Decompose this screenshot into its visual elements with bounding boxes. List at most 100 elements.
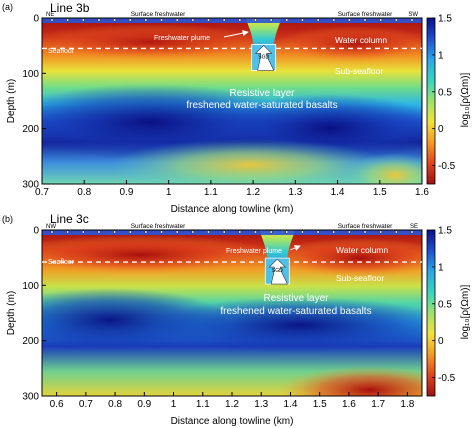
surface-station-marker bbox=[410, 230, 414, 234]
heatmap-a-corner-conductive bbox=[345, 153, 422, 184]
panel-b-seafloor-label: Seafloor bbox=[48, 259, 75, 266]
panel-a-sub-seafloor-label: Sub-seafloor bbox=[335, 66, 383, 76]
y-tick-label: 200 bbox=[22, 124, 39, 135]
surface-station-marker bbox=[254, 18, 257, 22]
colorbar-tick-label: 0.5 bbox=[438, 87, 452, 98]
surface-station-marker bbox=[316, 230, 320, 234]
x-tick-label: 1.2 bbox=[246, 187, 260, 198]
surface-station-marker bbox=[347, 18, 351, 22]
panel-a-y-label: Depth (m) bbox=[6, 79, 17, 123]
surface-station-marker bbox=[222, 18, 226, 22]
x-tick-label: 1.4 bbox=[284, 399, 298, 410]
panel-a-x-axis: 0.7 0.8 0.9 1 1.1 1.2 1.3 1.4 1.5 1.6 bbox=[35, 180, 429, 198]
x-tick-label: 1.2 bbox=[225, 399, 239, 410]
surface-station-marker bbox=[332, 18, 336, 22]
panel-a-plume-pointer bbox=[223, 30, 249, 38]
surface-station-marker bbox=[285, 18, 289, 22]
surface-station-marker bbox=[81, 18, 85, 22]
panel-b-x-axis: 0.6 0.7 0.8 0.9 1 1.1 1.2 1.3 1.4 1.5 1.6 1.7 1.8 bbox=[50, 392, 415, 410]
x-tick-label: 0.8 bbox=[108, 399, 122, 410]
panel-a-left-end: NE bbox=[46, 12, 54, 18]
panel-b-title: Line 3c bbox=[50, 212, 89, 226]
surface-station-marker bbox=[394, 230, 398, 234]
surface-station-marker bbox=[66, 230, 70, 234]
colorbar-b: 1.5 1 0.5 0 -0.5 bbox=[426, 226, 456, 397]
surface-station-marker bbox=[238, 230, 242, 234]
surface-station-marker bbox=[410, 18, 414, 22]
panel-b-y-label: Depth (m) bbox=[6, 291, 17, 335]
surface-freshwater-band-b bbox=[42, 230, 422, 235]
panel-a-surface-right: Surface freshwater bbox=[338, 11, 393, 18]
panel-a-y-axis: 0 100 200 300 bbox=[22, 14, 46, 191]
surface-station-marker bbox=[269, 230, 273, 234]
surface-station-marker bbox=[128, 18, 132, 22]
colorbar-tick-label: 1 bbox=[438, 262, 444, 273]
panel-a-heatmap bbox=[42, 18, 422, 184]
heatmap-a-deep-conductive bbox=[110, 139, 390, 184]
panel-a-frame bbox=[41, 17, 423, 185]
surface-station-marker bbox=[301, 230, 304, 234]
y-tick-label: 200 bbox=[22, 336, 39, 347]
x-tick-label: 0.7 bbox=[35, 187, 49, 198]
surface-station-marker bbox=[50, 230, 54, 234]
panel-a-resistive-label-1: Resistive layer bbox=[229, 88, 295, 99]
colorbar-b-label: log₁₀[ρ(Ωm)] bbox=[460, 284, 471, 339]
panel-b: (b) Line 3c 0.6 0.7 0.8 0.9 1 1.1 1.2 1.3 1.4 1.5… bbox=[2, 212, 423, 427]
panel-a-seafloor-label: Seafloor bbox=[48, 48, 75, 55]
heatmap-b-deep-resistive-mid bbox=[150, 297, 422, 353]
surface-station-marker bbox=[144, 230, 148, 234]
colorbar-tick-label: 1 bbox=[438, 50, 444, 61]
surface-station-marker bbox=[191, 230, 195, 234]
surface-station-marker bbox=[379, 230, 383, 234]
x-tick-label: 1.8 bbox=[400, 399, 414, 410]
surface-station-marker bbox=[175, 230, 179, 234]
heatmap-b-shallow-west bbox=[42, 235, 280, 275]
surface-station-marker bbox=[332, 230, 336, 234]
y-tick-label: 300 bbox=[22, 180, 39, 191]
colorbar-tick-label: 0 bbox=[438, 336, 444, 347]
x-tick-label: 0.9 bbox=[119, 187, 133, 198]
x-tick-label: 1 bbox=[166, 187, 172, 198]
x-tick-label: 1.4 bbox=[331, 187, 345, 198]
surface-freshwater-band-a bbox=[42, 18, 422, 23]
surface-station-marker bbox=[301, 18, 304, 22]
colorbar-ramp bbox=[426, 229, 436, 397]
sgd-arrow-label-b: SGD bbox=[272, 268, 283, 274]
surface-station-marker bbox=[285, 230, 289, 234]
panel-b-sub-seafloor-label: Sub-seafloor bbox=[336, 273, 384, 283]
surface-station-marker bbox=[113, 230, 117, 234]
heatmap-b-shallow-east bbox=[270, 238, 422, 278]
x-tick-label: 1 bbox=[171, 399, 177, 410]
surface-station-marker bbox=[97, 18, 101, 22]
colorbar-tick-label: 1.5 bbox=[438, 14, 452, 25]
surface-station-marker bbox=[97, 230, 101, 234]
x-tick-label: 1.3 bbox=[254, 399, 268, 410]
surface-station-marker bbox=[254, 230, 257, 234]
panel-a-water-column-label: Water column bbox=[335, 35, 387, 45]
colorbar-a-label: log₁₀[ρ(Ωm)] bbox=[460, 72, 471, 127]
y-tick-label: 100 bbox=[22, 69, 39, 80]
surface-station-marker bbox=[207, 18, 210, 22]
colorbar-tick-label: 0 bbox=[438, 124, 444, 135]
sgd-arrow-a: SGD bbox=[251, 44, 277, 71]
panel-a-plume-label: Freshwater plume bbox=[154, 35, 210, 42]
x-tick-label: 0.8 bbox=[77, 187, 91, 198]
surface-station-marker bbox=[363, 230, 367, 234]
heatmap-a-shallow-east bbox=[275, 26, 422, 62]
surface-station-marker bbox=[160, 18, 163, 22]
x-tick-label: 1.5 bbox=[373, 187, 387, 198]
colorbar-a: 1.5 1 0.5 0 -0.5 bbox=[426, 14, 456, 185]
panel-b-heatmap bbox=[42, 230, 422, 396]
surface-station-marker bbox=[316, 18, 320, 22]
surface-station-marker bbox=[347, 230, 351, 234]
x-tick-label: 0.7 bbox=[79, 399, 93, 410]
surface-station-marker bbox=[175, 18, 179, 22]
surface-station-marker bbox=[81, 230, 85, 234]
panel-b-x-label: Distance along towline (km) bbox=[171, 416, 294, 427]
panel-b-right-end: SE bbox=[410, 224, 418, 230]
panel-a-surface-left: Surface freshwater bbox=[131, 11, 186, 18]
sgd-arrow-label-a: SGD bbox=[258, 54, 269, 60]
colorbar-tick-label: -0.5 bbox=[438, 373, 456, 384]
panel-a-x-label: Distance along towline (km) bbox=[171, 204, 294, 215]
